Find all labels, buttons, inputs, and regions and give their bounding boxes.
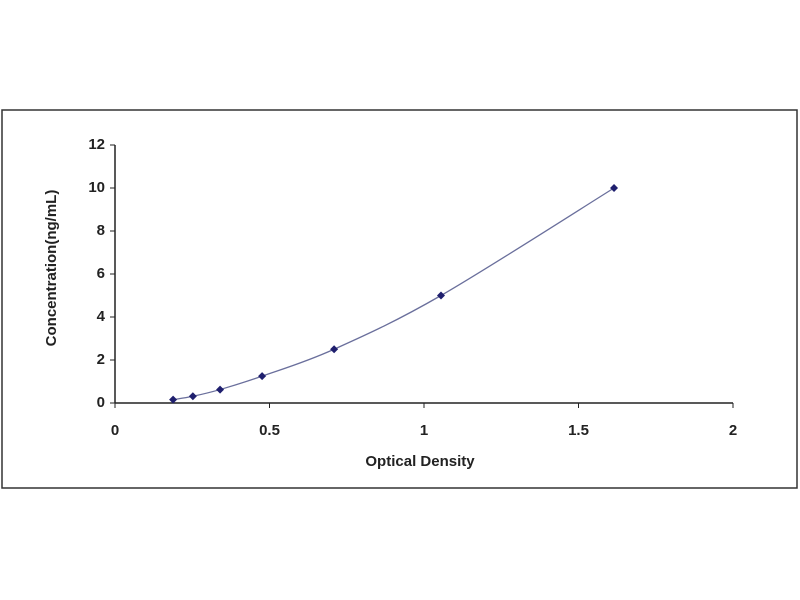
data-point [610,184,619,192]
data-point [188,392,197,401]
y-tick-label: 6 [97,265,105,282]
x-axis-label: Optical Density [365,453,475,470]
chart-frame [1,109,798,489]
data-point [216,385,225,394]
y-tick-label: 0 [97,394,105,411]
y-tick-label: 12 [88,136,105,153]
x-tick-label: 0 [111,422,119,439]
x-tick-label: 0.5 [259,422,280,439]
data-point [330,345,339,354]
data-point [169,395,178,404]
y-tick-label: 4 [97,308,106,325]
x-tick-label: 1.5 [568,422,589,439]
x-tick-label: 1 [420,422,428,439]
y-tick-label: 2 [97,351,105,368]
data-point [436,291,445,300]
x-tick-label: 2 [729,422,737,439]
data-point [258,372,267,381]
y-tick-label: 8 [97,222,105,239]
y-tick-label: 10 [88,179,105,196]
y-axis-label: Concentration(ng/mL) [43,190,60,347]
